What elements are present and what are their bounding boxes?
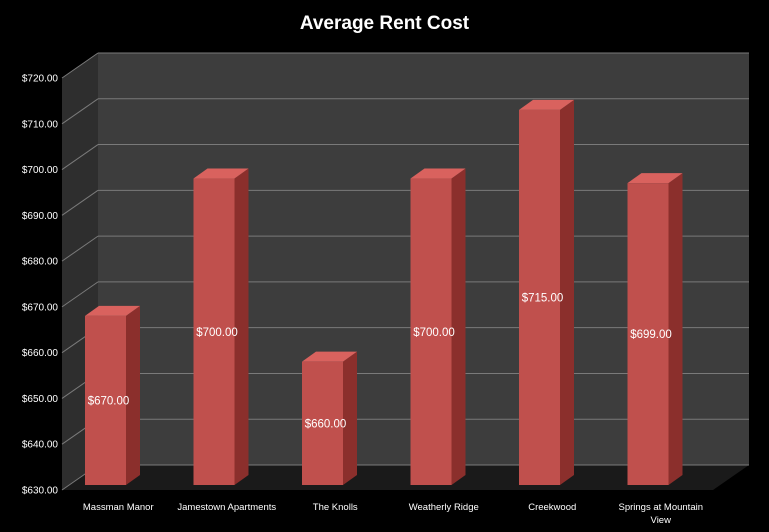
y-tick-label: $700.00	[22, 165, 59, 176]
bar	[85, 305, 140, 485]
data-label: $699.00	[630, 329, 672, 341]
y-tick-label: $690.00	[22, 211, 59, 222]
bar-side	[668, 173, 683, 485]
gridline-side	[61, 144, 99, 170]
chart-title: Average Rent Cost	[300, 13, 470, 34]
y-tick-label: $630.00	[22, 486, 59, 497]
bar	[410, 168, 466, 486]
bar-top	[627, 173, 683, 184]
y-tick-label: $710.00	[22, 119, 59, 130]
bar	[627, 173, 683, 485]
category-labels: Massman Manor Jamestown Apartments The Kno…	[83, 502, 703, 526]
y-tick-label: $650.00	[22, 394, 59, 405]
bar-side	[126, 305, 140, 485]
bar-front	[627, 183, 669, 485]
bar-top	[519, 99, 574, 110]
bar-side	[560, 99, 574, 485]
y-tick-label: $720.00	[22, 74, 59, 85]
bar-side	[451, 168, 466, 486]
category-label: The Knolls	[313, 502, 358, 513]
bar-side	[234, 168, 249, 486]
bar-front	[302, 361, 343, 485]
y-tick-label: $680.00	[22, 257, 59, 268]
bar-side	[343, 351, 357, 485]
bar-top	[85, 305, 140, 316]
bar	[302, 351, 357, 485]
bar-top	[193, 168, 249, 179]
gridline-side	[61, 98, 99, 125]
bar-front	[85, 315, 126, 485]
category-label: Massman Manor	[83, 502, 154, 513]
bar	[193, 168, 249, 486]
data-label: $700.00	[196, 327, 238, 339]
bar-top	[302, 351, 357, 362]
bars	[85, 99, 683, 486]
bar	[519, 99, 574, 485]
category-label: Weatherly Ridge	[409, 502, 479, 513]
category-label: Jamestown Apartments	[177, 502, 276, 513]
bar-front	[193, 178, 235, 486]
category-label: Springs at Mountain View	[619, 502, 704, 526]
y-tick-label: $660.00	[22, 348, 59, 359]
gridline-side	[61, 189, 99, 216]
data-label: $670.00	[88, 395, 130, 407]
y-axis-tick-labels: $630.00 $640.00 $650.00 $660.00 $670.00 $680.…	[22, 74, 59, 497]
data-label: $715.00	[522, 292, 564, 304]
y-tick-label: $640.00	[22, 440, 59, 451]
gridline-side	[61, 235, 99, 262]
category-label: Creekwood	[528, 502, 576, 513]
bar-front	[519, 109, 560, 485]
data-label: $700.00	[413, 327, 455, 339]
bar-top	[410, 168, 466, 179]
data-labels: $670.00 $700.00 $660.00 $700.00 $715.00 $699.…	[88, 292, 672, 430]
gridline-side	[61, 281, 99, 308]
data-label: $660.00	[305, 418, 347, 430]
y-tick-label: $670.00	[22, 302, 59, 313]
gridline-side	[61, 52, 99, 79]
bar-front	[410, 178, 452, 486]
